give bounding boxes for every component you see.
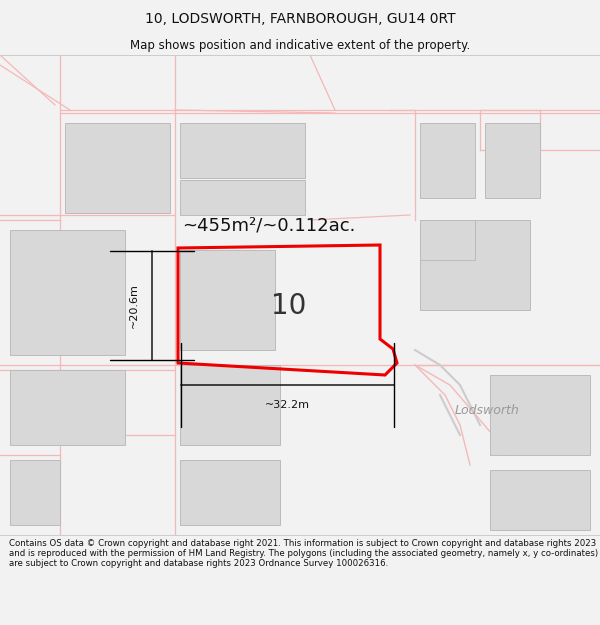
Bar bbox=[180, 365, 280, 445]
Bar bbox=[180, 250, 275, 350]
Bar bbox=[420, 220, 530, 310]
Bar bbox=[65, 123, 170, 213]
Bar bbox=[490, 470, 590, 530]
Bar bbox=[420, 123, 475, 198]
Bar bbox=[10, 460, 60, 525]
Text: ~20.6m: ~20.6m bbox=[129, 283, 139, 328]
Bar bbox=[490, 375, 590, 455]
Bar bbox=[180, 460, 280, 525]
Text: 10, LODSWORTH, FARNBOROUGH, GU14 0RT: 10, LODSWORTH, FARNBOROUGH, GU14 0RT bbox=[145, 12, 455, 26]
Text: 10: 10 bbox=[271, 291, 307, 319]
Text: ~455m²/~0.112ac.: ~455m²/~0.112ac. bbox=[182, 216, 355, 234]
Bar bbox=[180, 123, 305, 178]
Bar bbox=[10, 230, 125, 355]
Bar bbox=[485, 123, 540, 198]
Text: ~32.2m: ~32.2m bbox=[265, 400, 310, 410]
Text: Lodsworth: Lodsworth bbox=[455, 404, 520, 416]
Bar bbox=[180, 180, 305, 215]
Bar bbox=[10, 370, 125, 445]
Bar bbox=[420, 220, 475, 260]
Text: Contains OS data © Crown copyright and database right 2021. This information is : Contains OS data © Crown copyright and d… bbox=[9, 539, 598, 568]
Text: Map shows position and indicative extent of the property.: Map shows position and indicative extent… bbox=[130, 39, 470, 51]
